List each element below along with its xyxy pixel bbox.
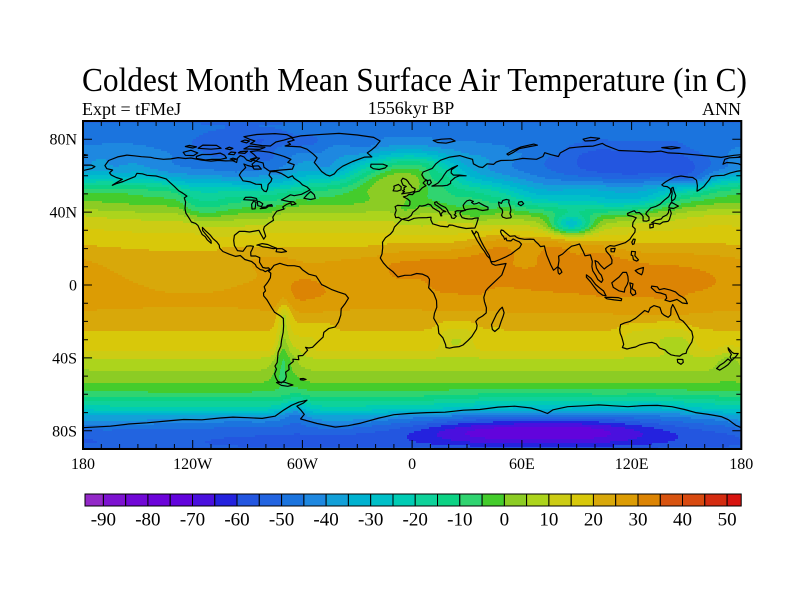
svg-text:120E: 120E — [615, 456, 649, 473]
svg-text:-90: -90 — [91, 510, 116, 531]
svg-text:0: 0 — [408, 456, 416, 473]
svg-text:30: 30 — [629, 510, 648, 531]
svg-text:80S: 80S — [52, 423, 77, 440]
svg-text:1556kyr BP: 1556kyr BP — [368, 98, 455, 118]
svg-text:0: 0 — [69, 278, 77, 295]
svg-text:Expt = tFMeJ: Expt = tFMeJ — [82, 99, 181, 119]
svg-text:-30: -30 — [358, 510, 383, 531]
svg-text:40: 40 — [673, 510, 692, 531]
svg-text:Coldest Month Mean Surface Air: Coldest Month Mean Surface Air Temperatu… — [82, 62, 747, 99]
svg-text:0: 0 — [500, 510, 510, 531]
svg-text:50: 50 — [718, 510, 737, 531]
svg-text:-40: -40 — [313, 510, 338, 531]
svg-text:10: 10 — [539, 510, 558, 531]
svg-text:20: 20 — [584, 510, 603, 531]
svg-text:40N: 40N — [49, 205, 77, 222]
svg-text:80N: 80N — [49, 132, 77, 149]
svg-text:60E: 60E — [509, 456, 535, 473]
svg-text:-10: -10 — [447, 510, 472, 531]
svg-text:ANN: ANN — [702, 99, 741, 119]
svg-text:-50: -50 — [269, 510, 294, 531]
svg-text:-80: -80 — [135, 510, 160, 531]
svg-text:-70: -70 — [180, 510, 205, 531]
svg-text:-20: -20 — [403, 510, 428, 531]
svg-text:180: 180 — [729, 456, 753, 473]
svg-text:40S: 40S — [52, 350, 77, 367]
svg-text:60W: 60W — [287, 456, 319, 473]
svg-text:-60: -60 — [224, 510, 249, 531]
svg-text:180: 180 — [71, 456, 95, 473]
svg-text:120W: 120W — [173, 456, 213, 473]
